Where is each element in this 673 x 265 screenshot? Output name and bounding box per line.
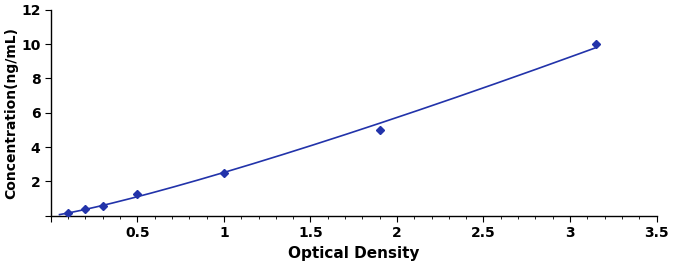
X-axis label: Optical Density: Optical Density <box>288 246 419 261</box>
Y-axis label: Concentration(ng/mL): Concentration(ng/mL) <box>4 27 18 199</box>
